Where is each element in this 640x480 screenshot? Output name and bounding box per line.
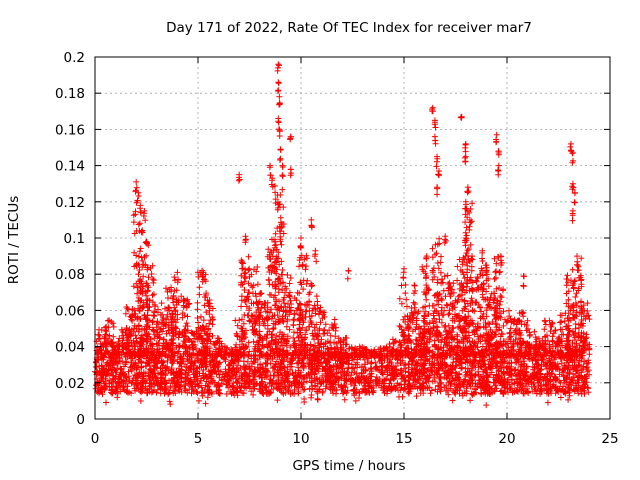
y-tick-label: 0 xyxy=(76,412,85,428)
roti-points xyxy=(92,61,593,409)
y-tick-label: 0.02 xyxy=(55,376,85,392)
data-points xyxy=(92,61,593,409)
x-tick-label: 15 xyxy=(395,431,412,447)
y-axis-ticks: 0 0.02 0.04 0.06 0.08 0.1 0.12 0.14 0.16 0.18 0.2 xyxy=(55,50,610,428)
y-tick-label: 0.16 xyxy=(55,122,85,138)
y-axis-label: ROTI / TECUs xyxy=(6,196,22,284)
x-tick-label: 20 xyxy=(498,431,515,447)
y-tick-label: 0.1 xyxy=(64,231,85,247)
x-tick-label: 0 xyxy=(91,431,100,447)
y-tick-label: 0.04 xyxy=(55,340,85,356)
y-tick-label: 0.12 xyxy=(55,195,85,211)
x-tick-label: 10 xyxy=(292,431,309,447)
chart-title: Day 171 of 2022, Rate Of TEC Index for r… xyxy=(166,20,532,36)
y-tick-label: 0.2 xyxy=(64,50,85,66)
y-tick-label: 0.08 xyxy=(55,267,85,283)
y-tick-label: 0.14 xyxy=(55,159,85,175)
y-tick-label: 0.06 xyxy=(55,303,85,319)
x-tick-label: 5 xyxy=(194,431,203,447)
x-tick-label: 25 xyxy=(601,431,618,447)
x-axis-ticks: 0 5 10 15 20 25 xyxy=(91,57,619,447)
x-axis-label: GPS time / hours xyxy=(292,458,405,474)
y-tick-label: 0.18 xyxy=(55,86,85,102)
